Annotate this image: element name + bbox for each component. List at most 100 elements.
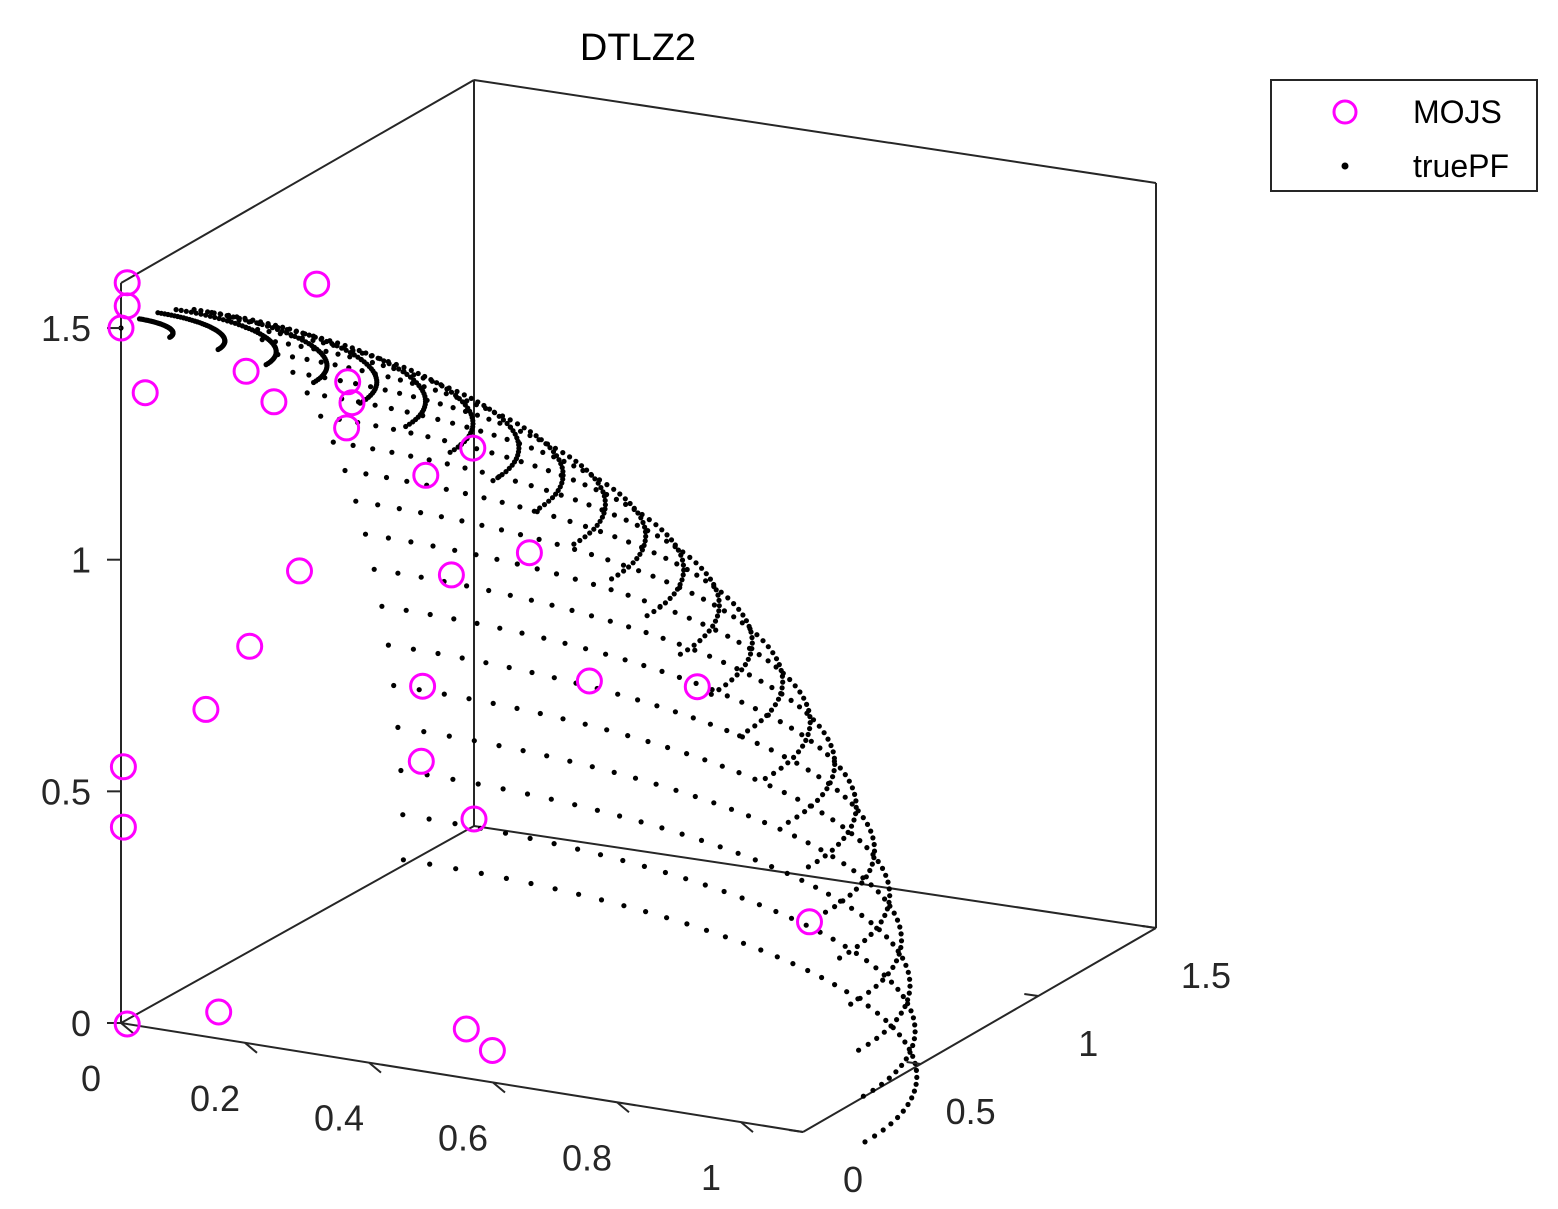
truepf-point (489, 450, 495, 456)
truepf-point (817, 745, 823, 751)
legend-marker-truepf (1341, 162, 1349, 170)
truepf-point (359, 350, 365, 356)
mojs-point (515, 539, 543, 567)
floor-left-edge (120, 825, 475, 1024)
truepf-point (198, 308, 204, 314)
truepf-point (867, 867, 873, 874)
truepf-point (379, 603, 385, 609)
truepf-point (293, 329, 299, 335)
truepf-point (266, 328, 272, 335)
truepf-point (912, 1022, 918, 1028)
truepf-point (507, 424, 514, 430)
truepf-point (653, 522, 659, 528)
truepf-point (572, 497, 579, 503)
truepf-point (549, 495, 556, 501)
truepf-point (716, 608, 722, 614)
chart-title: DTLZ2 (580, 27, 696, 69)
truepf-point (875, 858, 881, 865)
truepf-point (752, 776, 758, 782)
truepf-point (506, 465, 512, 471)
truepf-point (702, 882, 708, 888)
truepf-point (770, 650, 776, 656)
truepf-point (383, 474, 390, 481)
truepf-point (459, 655, 465, 661)
truepf-point (390, 426, 397, 432)
truepf-point (429, 378, 435, 384)
truepf-point (745, 813, 752, 819)
y-tick-label: 0.5 (946, 1091, 996, 1132)
truepf-point (517, 428, 524, 434)
truepf-point (832, 982, 838, 988)
truepf-point (544, 441, 551, 447)
truepf-point (752, 857, 758, 863)
truepf-point (534, 566, 540, 572)
truepf-point (739, 699, 745, 705)
truepf-point (524, 791, 531, 797)
truepf-point (818, 847, 824, 853)
truepf-point (277, 331, 283, 337)
truepf-point (636, 568, 642, 574)
truepf-point (512, 478, 519, 484)
truepf-point (642, 538, 648, 544)
truepf-point (894, 917, 901, 923)
truepf-point (444, 461, 450, 467)
mojs-point (412, 461, 440, 489)
truepf-point (288, 333, 294, 339)
truepf-point (393, 361, 399, 368)
truepf-point (318, 359, 324, 365)
truepf-point (699, 565, 705, 571)
truepf-point (903, 1056, 909, 1062)
mojs-point (683, 673, 711, 701)
truepf-point (409, 380, 415, 386)
truepf-point (711, 602, 718, 608)
truepf-point (819, 974, 825, 981)
truepf-point (711, 800, 717, 806)
truepf-point (908, 1008, 914, 1014)
truepf-point (830, 774, 836, 780)
truepf-point (605, 557, 611, 563)
truepf-point (553, 571, 560, 577)
truepf-point (866, 989, 872, 995)
truepf-point (167, 334, 173, 340)
truepf-point (500, 786, 506, 792)
truepf-point (280, 324, 286, 330)
truepf-point (739, 895, 745, 901)
truepf-point (804, 701, 810, 708)
truepf-point (604, 727, 610, 733)
truepf-point (514, 561, 520, 567)
legend-label-truepf: truePF (1413, 148, 1509, 184)
truepf-point (902, 1039, 908, 1045)
truepf-point (644, 613, 650, 619)
truepf-point (599, 514, 606, 520)
truepf-point (385, 642, 391, 648)
truepf-point (684, 751, 690, 757)
truepf-point (721, 659, 727, 666)
truepf-point (435, 650, 441, 657)
truepf-point (716, 603, 722, 609)
truepf-point (685, 647, 691, 653)
truepf-point (385, 359, 391, 365)
truepf-point (408, 539, 414, 545)
truepf-point (830, 854, 836, 860)
truepf-point (805, 767, 811, 773)
truepf-point (507, 417, 513, 423)
truepf-point (828, 742, 834, 749)
truepf-point (779, 685, 785, 691)
truepf-point (913, 1067, 920, 1073)
top-back-left-edge (120, 79, 475, 284)
truepf-point (582, 523, 589, 530)
truepf-point (676, 674, 683, 681)
truepf-point (862, 937, 868, 944)
truepf-point (483, 405, 489, 411)
truepf-point (852, 791, 858, 798)
truepf-point (777, 719, 783, 725)
truepf-point (662, 600, 669, 606)
truepf-point (520, 748, 526, 754)
truepf-point (854, 943, 860, 950)
truepf-point (534, 509, 540, 515)
truepf-point (183, 308, 189, 314)
truepf-point (900, 955, 906, 961)
truepf-point (275, 351, 281, 358)
truepf-point (474, 446, 480, 452)
truepf-point (479, 522, 485, 528)
